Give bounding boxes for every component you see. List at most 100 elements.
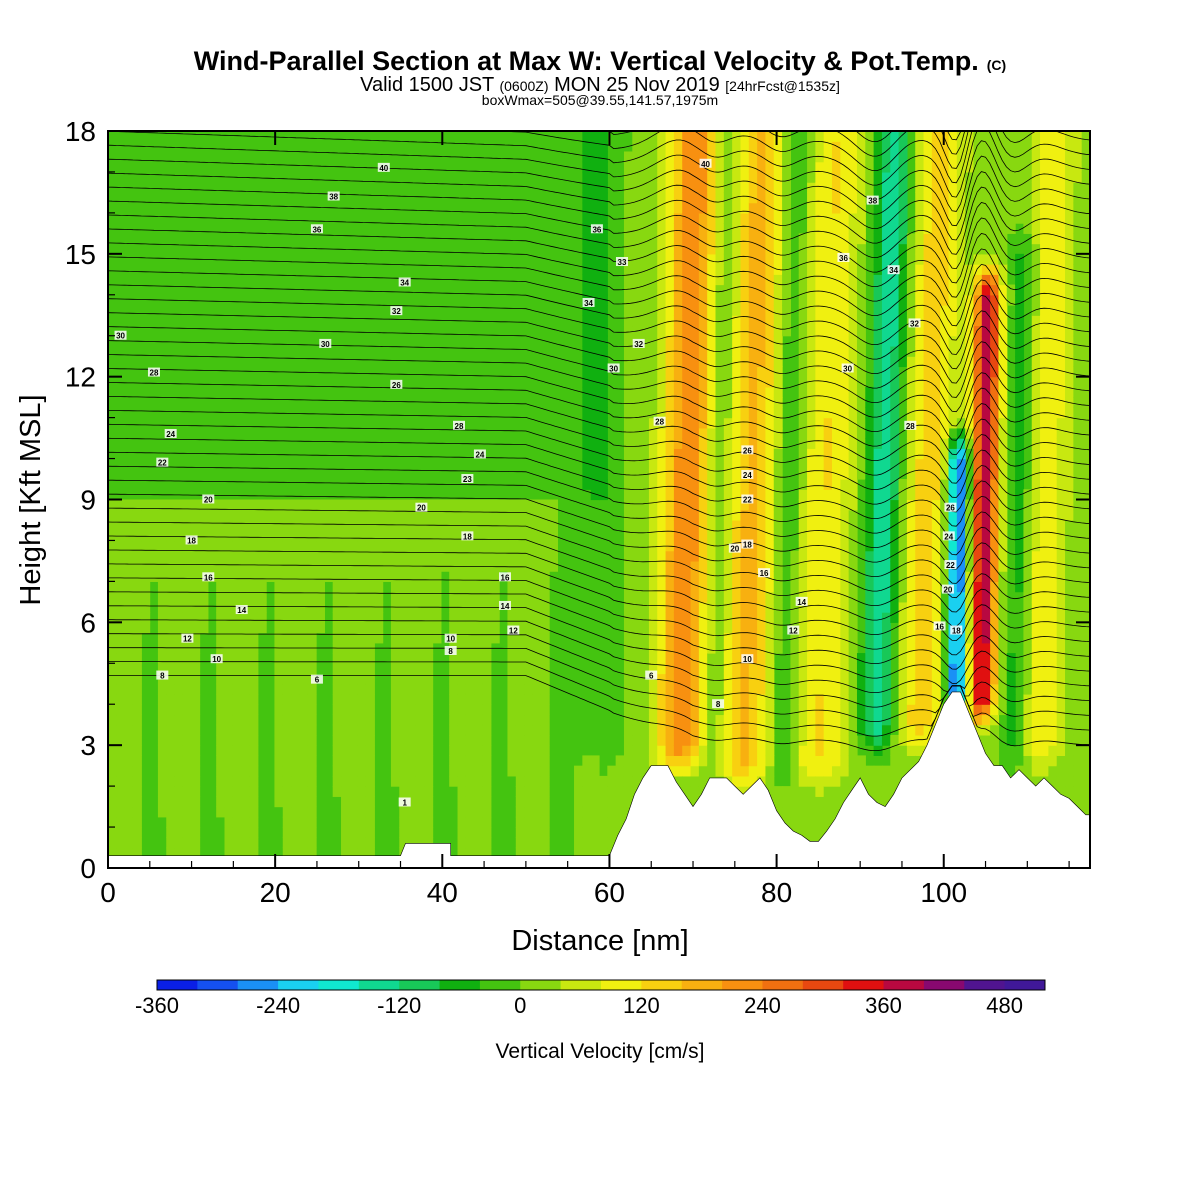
velocity-cell: [715, 560, 725, 572]
velocity-cell: [832, 663, 841, 675]
velocity-cell: [765, 775, 775, 787]
velocity-cell: [291, 519, 301, 531]
velocity-cell: [890, 560, 900, 572]
velocity-cell: [657, 683, 667, 695]
velocity-cell: [690, 345, 700, 357]
velocity-cell: [124, 683, 134, 695]
velocity-cell: [807, 325, 816, 337]
velocity-cell: [798, 366, 808, 378]
velocity-cell: [823, 161, 833, 173]
velocity-cell: [665, 182, 675, 194]
velocity-cell: [415, 714, 425, 726]
velocity-cell: [274, 755, 284, 767]
velocity-cell: [1015, 438, 1025, 449]
velocity-cell: [732, 407, 742, 419]
velocity-cell: [1023, 714, 1033, 726]
velocity-cell: [249, 591, 259, 603]
velocity-cell: [232, 653, 242, 664]
velocity-cell: [108, 683, 117, 695]
velocity-cell: [873, 315, 883, 327]
velocity-cell: [1006, 192, 1016, 204]
velocity-cell: [682, 141, 692, 153]
velocity-cell: [707, 253, 717, 265]
velocity-cell: [748, 591, 758, 603]
velocity-cell: [865, 622, 875, 634]
velocity-cell: [798, 560, 808, 572]
velocity-cell: [1015, 131, 1025, 142]
velocity-cell: [923, 448, 933, 460]
velocity-cell: [757, 509, 767, 521]
velocity-cell: [307, 663, 317, 675]
velocity-cell: [715, 284, 725, 296]
velocity-cell: [648, 724, 658, 736]
velocity-cell: [931, 141, 941, 153]
velocity-cell: [840, 458, 850, 470]
velocity-cell: [1015, 315, 1025, 327]
velocity-cell: [648, 479, 658, 490]
velocity-cell: [856, 468, 866, 480]
velocity-cell: [998, 417, 1008, 429]
velocity-cell: [832, 489, 841, 501]
velocity-cell: [665, 294, 675, 306]
velocity-cell: [174, 591, 184, 603]
velocity-cell: [116, 560, 126, 572]
velocity-cell: [415, 806, 425, 818]
velocity-cell: [232, 673, 242, 685]
velocity-cell: [623, 284, 633, 296]
velocity-cell: [981, 305, 991, 316]
velocity-cell: [457, 724, 467, 736]
velocity-cell: [773, 161, 783, 173]
velocity-cell: [773, 356, 783, 368]
velocity-cell: [865, 540, 875, 552]
velocity-cell: [465, 847, 475, 859]
velocity-cell: [798, 427, 808, 439]
velocity-cell: [798, 489, 808, 501]
velocity-cell: [232, 663, 242, 675]
velocity-cell: [449, 509, 459, 521]
velocity-cell: [740, 192, 750, 204]
velocity-cell: [299, 622, 309, 634]
velocity-cell: [915, 663, 925, 675]
velocity-cell: [1031, 765, 1041, 777]
velocity-cell: [715, 489, 725, 501]
velocity-cell: [715, 581, 725, 593]
velocity-cell: [141, 581, 151, 593]
velocity-cell: [832, 233, 841, 245]
velocity-cell: [807, 724, 816, 736]
velocity-cell: [823, 141, 833, 153]
velocity-cell: [399, 622, 409, 634]
velocity-cell: [840, 468, 850, 480]
velocity-cell: [915, 253, 925, 265]
velocity-cell: [790, 816, 800, 828]
velocity-cell: [773, 622, 783, 634]
velocity-cell: [665, 284, 675, 296]
velocity-cell: [599, 386, 608, 398]
velocity-cell: [682, 325, 692, 337]
velocity-cell: [540, 775, 550, 787]
velocity-cell: [216, 673, 226, 685]
velocity-cell: [307, 560, 317, 572]
velocity-cell: [1015, 571, 1025, 582]
velocity-cell: [881, 673, 891, 685]
velocity-cell: [623, 591, 633, 603]
velocity-cell: [673, 294, 683, 306]
velocity-cell: [740, 775, 750, 787]
velocity-cell: [524, 601, 534, 613]
velocity-cell: [648, 151, 658, 163]
velocity-cell: [274, 734, 284, 746]
velocity-cell: [682, 745, 692, 757]
velocity-cell: [873, 151, 883, 163]
velocity-cell: [474, 653, 484, 664]
velocity-cell: [673, 376, 683, 388]
velocity-cell: [174, 847, 184, 859]
velocity-cell: [274, 550, 284, 562]
velocity-cell: [965, 663, 975, 675]
velocity-cell: [923, 438, 933, 449]
velocity-cell: [640, 509, 650, 521]
velocity-cell: [832, 202, 841, 214]
velocity-cell: [241, 581, 251, 593]
velocity-cell: [748, 499, 758, 511]
velocity-cell: [707, 223, 717, 234]
velocity-cell: [890, 509, 900, 521]
velocity-cell: [449, 714, 459, 726]
